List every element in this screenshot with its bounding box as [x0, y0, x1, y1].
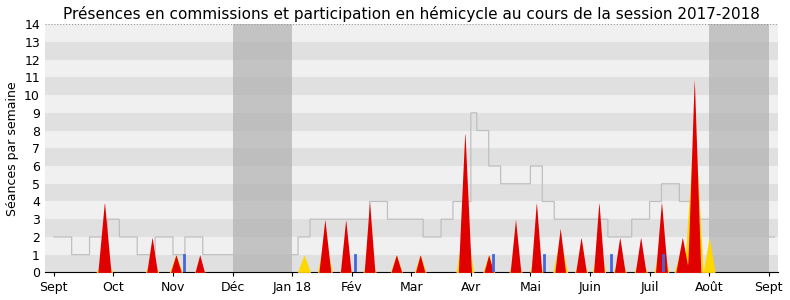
Bar [45, 255, 777, 272]
Bar [232, 24, 292, 272]
Bar [45, 237, 777, 255]
Bar [45, 24, 777, 42]
Bar [45, 42, 777, 60]
Bar [709, 24, 769, 272]
Bar [45, 148, 777, 166]
Bar [45, 60, 777, 77]
Bar [45, 95, 777, 113]
Bar [45, 130, 777, 148]
Bar [45, 166, 777, 184]
Bar [45, 219, 777, 237]
Bar [45, 77, 777, 95]
Bar [45, 202, 777, 219]
Bar [45, 184, 777, 202]
Bar [45, 113, 777, 130]
Y-axis label: Séances par semaine: Séances par semaine [6, 81, 18, 216]
Title: Présences en commissions et participation en hémicycle au cours de la session 20: Présences en commissions et participatio… [63, 6, 760, 22]
